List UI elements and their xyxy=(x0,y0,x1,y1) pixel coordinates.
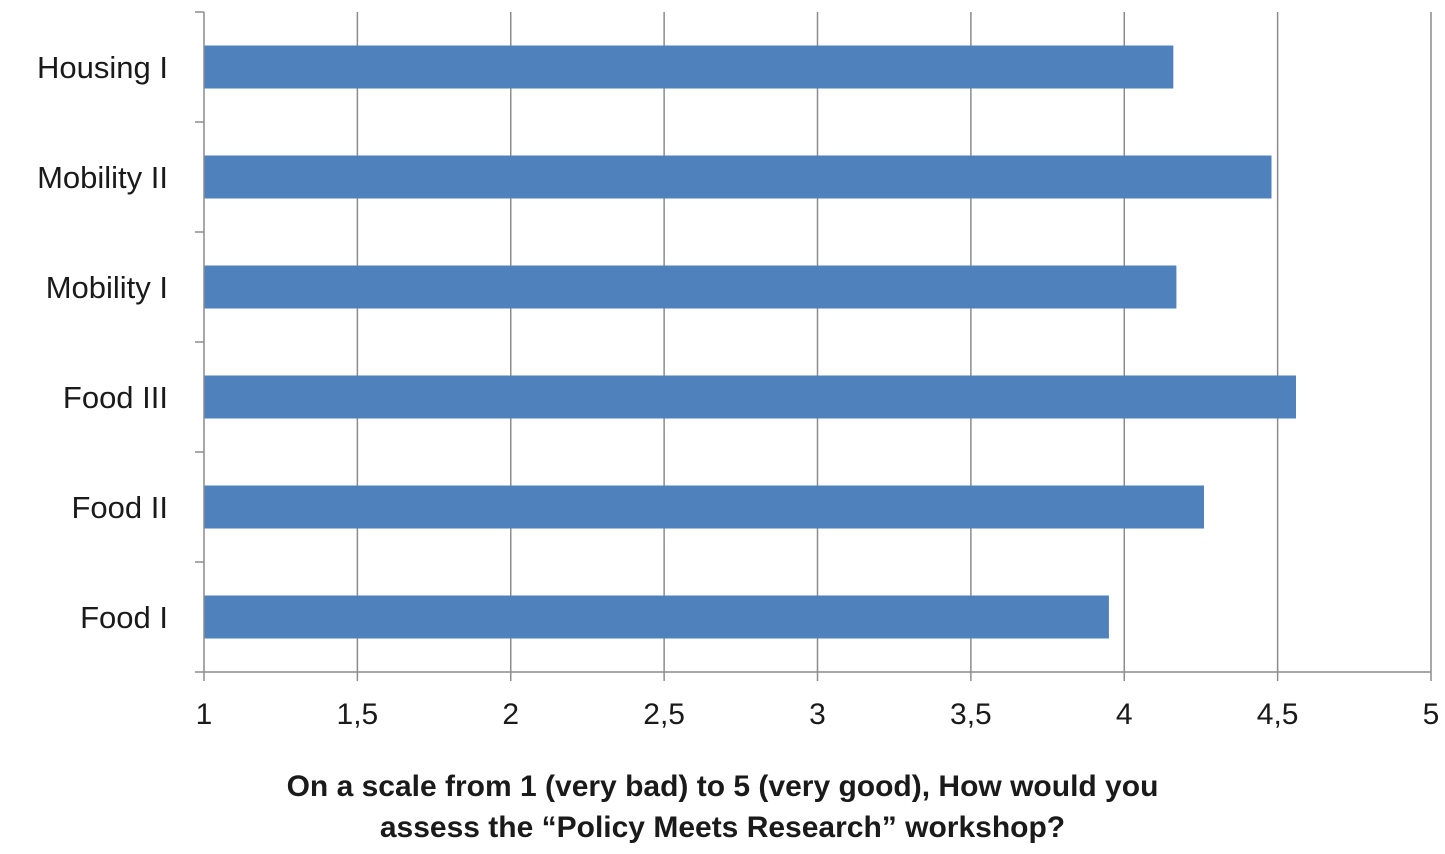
x-tick-label: 1 xyxy=(196,698,213,731)
bar-layer xyxy=(204,45,1297,639)
grid-layer xyxy=(356,12,1432,672)
x-tick-label: 3 xyxy=(809,698,826,731)
x-tick-label: 3,5 xyxy=(950,698,992,731)
y-category-label: Food I xyxy=(80,600,168,635)
bar-mobility-ii xyxy=(204,155,1272,199)
x-tick-label: 1,5 xyxy=(337,698,379,731)
x-tick-label: 4 xyxy=(1116,698,1133,731)
x-tick-label: 4,5 xyxy=(1257,698,1299,731)
label-layer: 1 1,5 2 2,5 3 3,5 4 4,5 5 Food I Food II Food III Mo… xyxy=(37,50,1439,731)
y-category-label: Housing I xyxy=(37,50,168,85)
bar-food-i xyxy=(204,595,1109,639)
x-tick-label: 5 xyxy=(1423,698,1440,731)
bar-housing-i xyxy=(204,45,1174,89)
bar-mobility-i xyxy=(204,265,1177,309)
y-category-label: Mobility I xyxy=(46,270,168,305)
y-category-label: Food III xyxy=(63,380,168,415)
x-tick-label: 2,5 xyxy=(643,698,685,731)
bar-food-iii xyxy=(204,375,1297,419)
x-tick-label: 2 xyxy=(502,698,519,731)
x-axis-title-line-1: On a scale from 1 (very bad) to 5 (very … xyxy=(286,770,1159,803)
y-category-label: Mobility II xyxy=(37,160,168,195)
x-axis-title-line-2: assess the “Policy Meets Research” works… xyxy=(379,811,1066,844)
y-category-label: Food II xyxy=(72,490,169,525)
bar-food-ii xyxy=(204,485,1205,529)
axis-layer xyxy=(195,11,1432,681)
